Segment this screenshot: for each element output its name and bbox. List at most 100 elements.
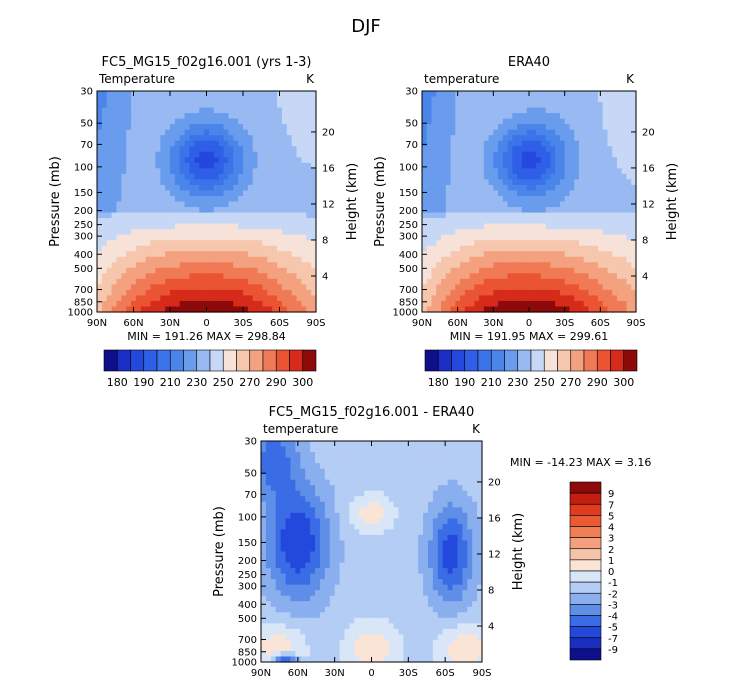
field-cell xyxy=(488,190,494,197)
field-cell xyxy=(452,474,459,481)
field-cell xyxy=(290,496,296,503)
field-cell xyxy=(413,463,419,470)
field-cell xyxy=(247,240,254,247)
field-cell xyxy=(135,140,142,147)
field-cell xyxy=(408,573,414,580)
field-cell xyxy=(223,118,229,125)
field-cell xyxy=(369,485,375,492)
field-cell xyxy=(295,446,301,453)
field-cell xyxy=(550,173,556,181)
field-cell xyxy=(121,135,127,142)
field-cell xyxy=(174,223,181,230)
field-cell xyxy=(290,468,296,475)
field-cell xyxy=(204,135,210,142)
field-cell xyxy=(432,562,439,569)
field-cell xyxy=(339,540,346,547)
field-cell xyxy=(106,306,113,313)
field-cell xyxy=(479,289,485,297)
field-cell xyxy=(493,207,499,214)
field-cell xyxy=(238,146,244,153)
field-cell xyxy=(612,234,618,241)
field-cell xyxy=(111,240,118,247)
field-cell xyxy=(437,512,444,519)
field-cell xyxy=(462,446,468,453)
field-cell xyxy=(213,267,220,274)
field-cell xyxy=(272,240,278,247)
field-cell xyxy=(319,446,326,453)
field-cell xyxy=(431,190,437,197)
field-cell xyxy=(301,212,307,219)
field-cell xyxy=(393,452,400,459)
field-cell xyxy=(126,300,132,308)
field-cell xyxy=(383,529,390,536)
field-cell xyxy=(612,168,618,175)
field-cell xyxy=(285,501,292,508)
field-cell xyxy=(218,267,225,274)
y-tick-label: 30 xyxy=(80,87,93,98)
field-cell xyxy=(311,218,317,225)
colorbar-label: 230 xyxy=(186,376,207,389)
field-cell xyxy=(493,262,499,269)
field-cell xyxy=(213,124,220,131)
field-cell xyxy=(602,262,609,269)
field-cell xyxy=(488,256,494,263)
field-cell xyxy=(578,201,585,208)
field-cell xyxy=(121,251,127,258)
field-cell xyxy=(131,190,137,197)
field-cell xyxy=(462,551,468,558)
field-cell xyxy=(262,245,268,252)
field-cell xyxy=(460,151,466,158)
field-cell xyxy=(445,173,452,181)
field-cell xyxy=(502,135,509,142)
field-cell xyxy=(540,184,547,192)
colorbar-swatch xyxy=(464,349,479,372)
colorbar-label: 190 xyxy=(133,376,154,389)
field-cell xyxy=(131,218,137,225)
field-cell xyxy=(512,251,518,258)
field-cell xyxy=(462,534,468,542)
field-cell xyxy=(418,490,424,497)
field-cell xyxy=(189,96,195,103)
field-cell xyxy=(426,135,433,142)
field-cell xyxy=(621,278,628,285)
field-cell xyxy=(101,201,108,208)
field-cell xyxy=(101,151,108,158)
field-cell xyxy=(502,157,509,164)
field-cell xyxy=(165,151,171,158)
field-cell xyxy=(257,157,264,164)
field-cell xyxy=(555,284,561,291)
field-cell xyxy=(265,518,272,525)
field-cell xyxy=(344,457,350,464)
field-cell xyxy=(213,146,220,153)
field-cell xyxy=(238,295,244,302)
field-cell xyxy=(507,157,513,164)
field-cell xyxy=(179,295,186,302)
field-cell xyxy=(121,91,127,98)
field-cell xyxy=(437,479,444,486)
field-cell xyxy=(310,501,316,508)
field-cell xyxy=(257,96,264,103)
field-cell xyxy=(116,157,122,164)
field-cell xyxy=(460,273,466,280)
field-cell xyxy=(286,168,293,175)
field-cell xyxy=(469,306,475,313)
field-cell xyxy=(311,267,317,274)
field-cell xyxy=(422,262,428,269)
field-cell xyxy=(228,240,234,247)
field-cell xyxy=(135,146,142,153)
field-cell xyxy=(502,195,509,203)
field-cell xyxy=(393,496,400,503)
field-cell xyxy=(131,140,137,147)
field-cell xyxy=(131,124,137,131)
field-cell xyxy=(349,463,355,470)
field-cell xyxy=(472,562,478,569)
field-cell xyxy=(455,107,461,114)
field-cell xyxy=(578,195,585,203)
field-cell xyxy=(373,545,380,553)
field-cell xyxy=(170,223,176,230)
y-tick-label: 850 xyxy=(74,297,93,308)
field-cell xyxy=(296,184,302,192)
field-cell xyxy=(291,201,298,208)
field-cell xyxy=(116,168,122,175)
colorbar-swatch xyxy=(623,349,638,372)
